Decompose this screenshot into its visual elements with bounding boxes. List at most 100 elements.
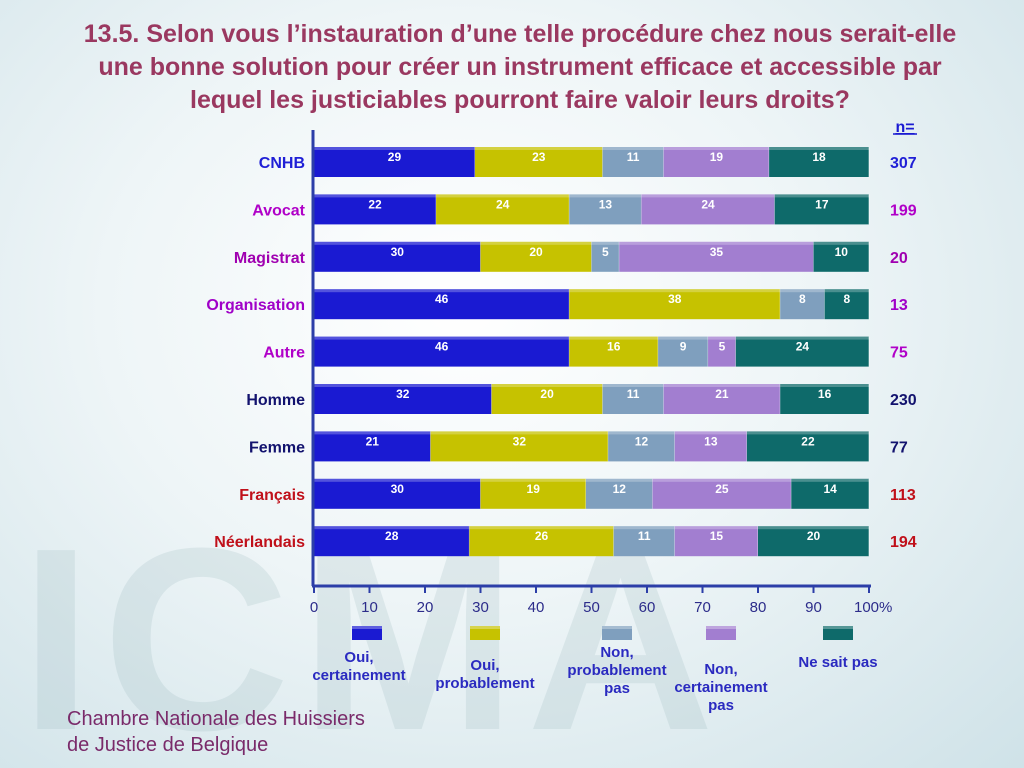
bar-segment — [608, 431, 675, 462]
data-label: 24 — [796, 340, 810, 354]
data-label: 25 — [715, 482, 729, 496]
bar-highlight — [569, 336, 659, 340]
bar-highlight — [480, 241, 592, 245]
x-tick-label: 20 — [417, 599, 434, 616]
data-label: 21 — [715, 387, 729, 401]
bar-highlight — [569, 289, 781, 293]
data-label: 11 — [627, 387, 640, 401]
bar-segment — [314, 194, 437, 225]
bar-highlight — [780, 384, 869, 387]
bar-highlight — [585, 478, 653, 482]
bar-highlight — [641, 194, 775, 198]
bar-highlight — [436, 194, 570, 198]
legend-label: pas — [604, 680, 630, 697]
legend-swatch — [823, 626, 853, 640]
data-label: 19 — [710, 150, 724, 164]
data-label: 10 — [835, 245, 849, 259]
bar-segment — [436, 194, 570, 225]
n-value: 194 — [890, 534, 917, 551]
n-value: 20 — [890, 250, 908, 267]
bar-segment — [780, 289, 825, 320]
n-value: 199 — [890, 202, 917, 219]
footer-line-2: de Justice de Belgique — [67, 734, 269, 756]
bar-highlight — [813, 241, 869, 245]
bar-segment — [674, 431, 747, 462]
bar-highlight — [746, 431, 869, 435]
data-label: 8 — [843, 292, 850, 306]
legend-swatch — [602, 626, 632, 640]
bar-segment — [602, 147, 664, 177]
bar-highlight — [314, 384, 492, 387]
legend-label: Ne sait pas — [798, 654, 877, 671]
data-label: 9 — [680, 340, 687, 354]
category-label: Organisation — [206, 297, 305, 314]
bar-highlight — [613, 526, 675, 530]
x-tick-label: 60 — [639, 599, 656, 616]
category-labels: CNHB Avocat Magistrat Organisation Autre Homm… — [206, 155, 305, 551]
bar-segment — [641, 194, 775, 225]
bar-segment — [314, 431, 431, 462]
data-label: 19 — [527, 482, 541, 496]
data-label: 20 — [807, 529, 821, 543]
bar-segment — [602, 384, 664, 414]
category-label: Magistrat — [234, 250, 306, 267]
data-label: 24 — [496, 197, 510, 211]
bar-highlight — [602, 384, 664, 387]
x-tick-label: 80 — [750, 599, 767, 616]
bar-segment — [430, 431, 609, 462]
bar-highlight — [569, 194, 642, 198]
bar-segment — [774, 194, 869, 225]
legend-swatch-highlight — [352, 626, 382, 629]
bar-segment — [652, 478, 792, 509]
bar-highlight — [314, 478, 481, 482]
bar-highlight — [469, 526, 614, 530]
data-label: 21 — [366, 434, 380, 448]
bar-segment — [569, 289, 781, 320]
legend: Oui,certainementOui,probablementNon,prob… — [312, 626, 878, 714]
legend-label: certainement — [674, 679, 767, 696]
bar-segment — [791, 478, 869, 509]
data-label: 46 — [435, 292, 449, 306]
legend-label: pas — [708, 697, 734, 714]
x-tick-label: 100% — [854, 599, 892, 616]
bar-highlight — [735, 336, 869, 340]
bar-highlight — [663, 384, 781, 387]
bar-segment — [585, 478, 653, 509]
bar-highlight — [769, 147, 869, 150]
n-value: 230 — [890, 392, 917, 409]
bar-segment — [813, 241, 869, 272]
legend-swatch — [706, 626, 736, 640]
bar-segment — [474, 147, 603, 177]
bar-segment — [569, 194, 642, 225]
data-label: 46 — [435, 340, 449, 354]
n-header: n= — [895, 119, 914, 136]
data-label: 32 — [396, 387, 410, 401]
bar-highlight — [791, 478, 869, 482]
category-label: Autre — [263, 345, 305, 362]
n-column: n= 307 199 20 13 75 230 77 113 194 — [890, 119, 917, 551]
bar-highlight — [758, 526, 869, 530]
data-label: 20 — [540, 387, 554, 401]
data-label: 12 — [635, 434, 649, 448]
legend-swatch — [470, 626, 500, 640]
data-label: 30 — [391, 482, 405, 496]
n-value: 13 — [890, 297, 908, 314]
footer-line-1: Chambre Nationale des Huissiers — [67, 708, 365, 730]
bar-segment — [314, 478, 481, 509]
x-tick-label: 70 — [694, 599, 711, 616]
bar-segment — [591, 241, 620, 272]
category-label: Français — [239, 487, 305, 504]
data-label: 11 — [627, 150, 640, 164]
data-label: 22 — [368, 197, 382, 211]
bar-segment — [491, 384, 603, 414]
legend-swatch-highlight — [706, 626, 736, 629]
data-label: 15 — [710, 529, 724, 543]
bar-highlight — [314, 431, 431, 435]
data-label: 16 — [818, 387, 832, 401]
bar-highlight — [602, 147, 664, 150]
data-label: 30 — [391, 245, 405, 259]
bar-segment — [314, 289, 570, 320]
x-tick-label: 90 — [805, 599, 822, 616]
bar-segment — [746, 431, 869, 462]
bar-highlight — [314, 526, 470, 530]
